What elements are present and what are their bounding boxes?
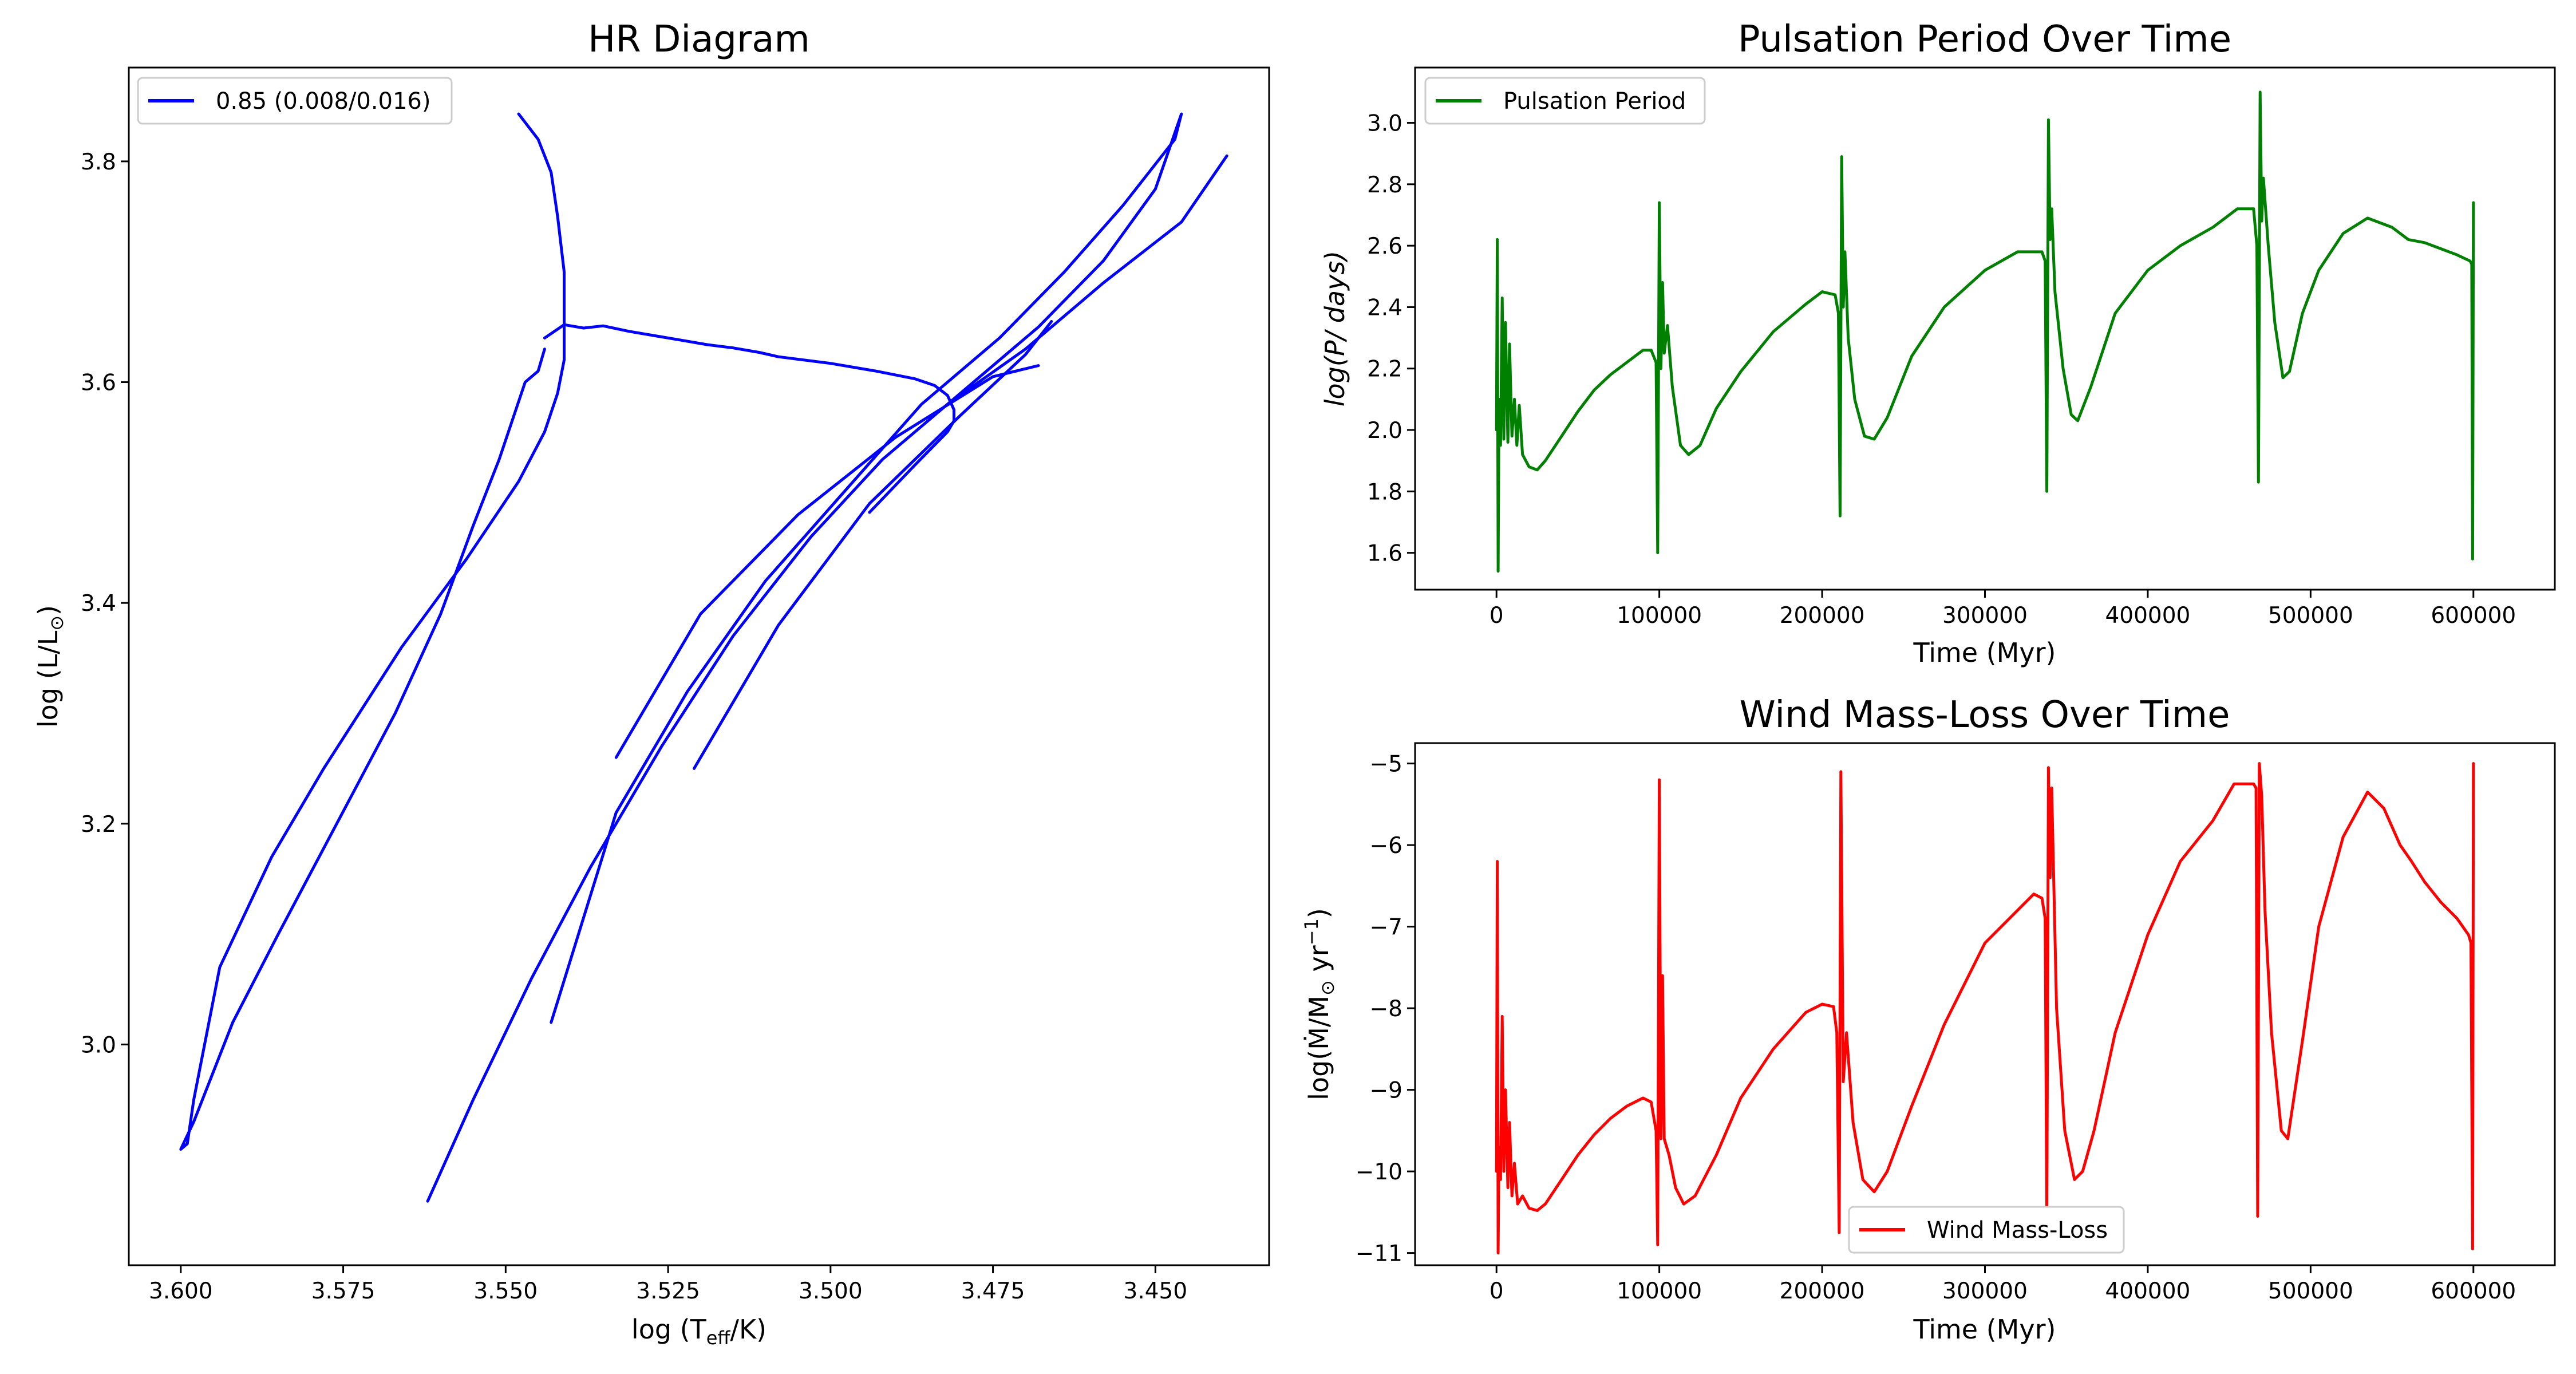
- wind-ytick-label: −7: [1370, 915, 1403, 941]
- hr-ytick-label: 3.8: [81, 149, 116, 175]
- period-ytick-label: 2.8: [1367, 172, 1402, 198]
- hr-xtick-label: 3.475: [961, 1278, 1025, 1304]
- hr-ytick-label: 3.2: [81, 812, 116, 838]
- wind-series-line-0: [1495, 762, 2475, 1255]
- period-title: Pulsation Period Over Time: [1738, 18, 2231, 61]
- hr-legend-box: [137, 77, 453, 125]
- hr-xtick-label: 3.500: [799, 1278, 863, 1304]
- wind-panel: Wind Mass-Loss Over Time Time (Myr) log(…: [1301, 694, 2556, 1345]
- wind-title: Wind Mass-Loss Over Time: [1739, 694, 2230, 736]
- hr-series-line-0: [179, 112, 566, 1151]
- wind-frame: [1414, 742, 2556, 1266]
- hr-marks: 3.600 3.575 3.550 3.525 3.500 3.475 3.450 3.0 3.…: [81, 112, 1228, 1304]
- period-xtick-label: 100000: [1617, 603, 1702, 629]
- hr-series-line-3: [693, 320, 1053, 770]
- hr-xtick-label: 3.550: [473, 1278, 538, 1304]
- hr-series-line-4: [614, 364, 1040, 759]
- period-legend-label: Pulsation Period: [1503, 88, 1686, 114]
- wind-ytick-label: −6: [1370, 833, 1403, 859]
- wind-legend-label: Wind Mass-Loss: [1927, 1217, 2108, 1243]
- period-marks: 0 100000 200000 300000 400000 500000 600000 1.6…: [1367, 90, 2516, 629]
- hr-xtick-label: 3.600: [149, 1278, 213, 1304]
- hr-ytick-label: 3.0: [81, 1032, 116, 1058]
- hr-xtick-label: 3.525: [636, 1278, 700, 1304]
- wind-xtick-label: 200000: [1780, 1278, 1865, 1304]
- hr-xtick-label: 3.450: [1124, 1278, 1188, 1304]
- hr-xlabel: log (Teff/K): [631, 1314, 767, 1349]
- period-ytick-label: 2.4: [1367, 295, 1402, 321]
- wind-ytick-label: −5: [1370, 752, 1403, 777]
- period-ylabel: log(P/ days): [1319, 251, 1350, 406]
- hr-series-line-1: [543, 323, 955, 514]
- period-xtick-label: 600000: [2431, 603, 2516, 629]
- period-ytick-label: 2.6: [1367, 234, 1402, 259]
- hr-series-line-2: [426, 112, 1183, 1203]
- period-xtick-label: 200000: [1780, 603, 1865, 629]
- wind-ytick-label: −11: [1356, 1241, 1402, 1267]
- wind-legend: Wind Mass-Loss: [1848, 1206, 2125, 1254]
- period-xtick-label: 500000: [2268, 603, 2353, 629]
- period-frame: [1414, 66, 2556, 591]
- wind-xtick-label: 0: [1490, 1278, 1504, 1304]
- hr-frame: [128, 66, 1270, 1266]
- period-plot-area: [1415, 68, 2555, 590]
- wind-ytick-label: −8: [1370, 996, 1403, 1022]
- wind-marks: 0 100000 200000 300000 400000 500000 600000 −11…: [1356, 752, 2516, 1304]
- wind-xtick-label: 400000: [2105, 1278, 2190, 1304]
- hr-ytick-label: 3.4: [81, 591, 116, 617]
- hr-ytick-label: 3.6: [81, 370, 116, 396]
- period-legend: Pulsation Period: [1424, 77, 1706, 125]
- wind-xtick-label: 500000: [2268, 1278, 2353, 1304]
- hr-plot-area: [129, 68, 1269, 1265]
- wind-xtick-label: 100000: [1617, 1278, 1702, 1304]
- hr-title: HR Diagram: [588, 18, 810, 61]
- wind-xtick-label: 600000: [2431, 1278, 2516, 1304]
- wind-xtick-label: 300000: [1942, 1278, 2028, 1304]
- hr-ylabel: log (L/L⊙): [33, 605, 68, 728]
- wind-ytick-label: −10: [1356, 1159, 1402, 1185]
- hr-xtick-label: 3.575: [311, 1278, 376, 1304]
- period-legend-box: [1424, 77, 1706, 125]
- hr-legend: 0.85 (0.008/0.016): [137, 77, 453, 125]
- period-ytick-label: 1.6: [1367, 541, 1402, 567]
- hr-diagram-panel: HR Diagram log (Teff/K) log (L/L⊙) 3.600…: [33, 18, 1270, 1349]
- period-xtick-label: 400000: [2105, 603, 2190, 629]
- wind-xlabel: Time (Myr): [1913, 1314, 2056, 1345]
- hr-series-line-5: [946, 154, 1228, 406]
- wind-legend-box: [1848, 1206, 2125, 1254]
- period-ytick-label: 2.2: [1367, 357, 1402, 382]
- period-ytick-label: 3.0: [1367, 111, 1402, 137]
- period-ytick-label: 1.8: [1367, 479, 1402, 505]
- hr-legend-label: 0.85 (0.008/0.016): [216, 88, 431, 114]
- period-xtick-label: 0: [1490, 603, 1504, 629]
- wind-ylabel: log(Ṁ/M⊙ yr−1): [1301, 908, 1338, 1100]
- period-panel: Pulsation Period Over Time Time (Myr) lo…: [1319, 18, 2556, 668]
- wind-plot-area: [1415, 743, 2555, 1265]
- period-xlabel: Time (Myr): [1913, 637, 2056, 668]
- period-series-line-0: [1495, 90, 2475, 573]
- period-ytick-label: 2.0: [1367, 418, 1402, 444]
- wind-ytick-label: −9: [1370, 1078, 1403, 1104]
- period-xtick-label: 300000: [1942, 603, 2028, 629]
